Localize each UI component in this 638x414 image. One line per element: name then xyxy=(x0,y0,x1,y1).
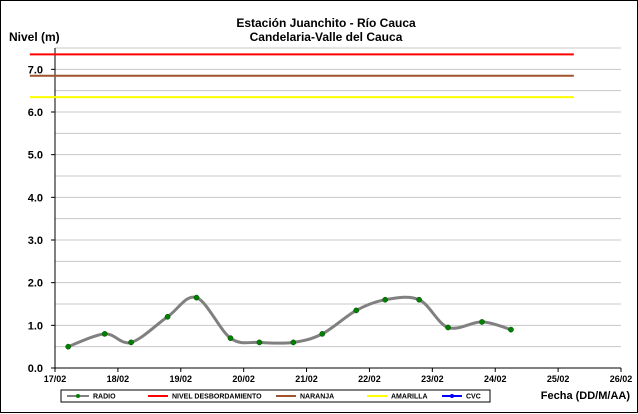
data-point xyxy=(101,331,108,337)
data-point xyxy=(290,339,297,346)
x-tick-label: 23/02 xyxy=(421,374,444,384)
data-point xyxy=(65,343,72,350)
y-tick-label: 5.0 xyxy=(28,150,43,162)
legend-marker xyxy=(76,394,80,398)
y-tick-label: 6.0 xyxy=(28,107,43,119)
x-tick-label: 24/02 xyxy=(484,374,507,384)
y-axis-label: Nivel (m) xyxy=(9,30,60,44)
x-tick-label: 18/02 xyxy=(107,374,130,384)
x-tick-label: 21/02 xyxy=(295,374,318,384)
x-axis-label: Fecha (DD/M/AA) xyxy=(541,390,631,402)
x-tick-label: 26/02 xyxy=(610,374,633,384)
plot-area: 0.0 1.0 2.0 3.0 4.0 5.0 6.0 7.0 17/02 18/02 19/02 2… xyxy=(28,47,633,384)
legend-label: CVC xyxy=(466,394,481,401)
legend-label: RADIO xyxy=(93,394,116,401)
y-tick-label: 7.0 xyxy=(28,64,43,76)
data-point xyxy=(382,296,389,303)
legend-label: NIVEL DESBORDAMIENTO xyxy=(172,394,262,401)
x-tick-label: 17/02 xyxy=(44,374,67,384)
legend-label: AMARILLA xyxy=(391,394,428,401)
data-point xyxy=(479,319,485,325)
y-tick-label: 4.0 xyxy=(28,192,43,204)
x-tick-label: 22/02 xyxy=(358,374,381,384)
x-tick-label: 20/02 xyxy=(232,374,255,384)
legend: RADIO NIVEL DESBORDAMIENTO NARANJA AMARILLA… xyxy=(60,389,491,403)
data-point xyxy=(319,331,326,337)
legend-marker xyxy=(450,394,454,398)
data-point xyxy=(416,296,422,303)
data-point xyxy=(227,335,234,341)
y-tick-label: 3.0 xyxy=(28,235,43,247)
data-point xyxy=(353,307,360,314)
data-point xyxy=(193,294,200,301)
chart-title: Estación Juanchito - Río Cauca xyxy=(236,16,416,30)
chart-subtitle: Candelaria-Valle del Cauca xyxy=(250,30,403,44)
y-tick-label: 1.0 xyxy=(28,320,43,332)
data-point xyxy=(128,339,134,346)
x-tick-label: 25/02 xyxy=(547,374,570,384)
legend-box xyxy=(60,389,491,403)
data-point xyxy=(508,326,514,333)
data-point xyxy=(164,313,171,320)
data-point xyxy=(445,324,451,331)
y-tick-label: 2.0 xyxy=(28,278,43,290)
data-point xyxy=(256,339,263,346)
x-tick-label: 19/02 xyxy=(170,374,193,384)
legend-label: NARANJA xyxy=(300,394,334,401)
y-tick-label: 0.0 xyxy=(28,363,43,375)
plot-background xyxy=(55,48,621,368)
